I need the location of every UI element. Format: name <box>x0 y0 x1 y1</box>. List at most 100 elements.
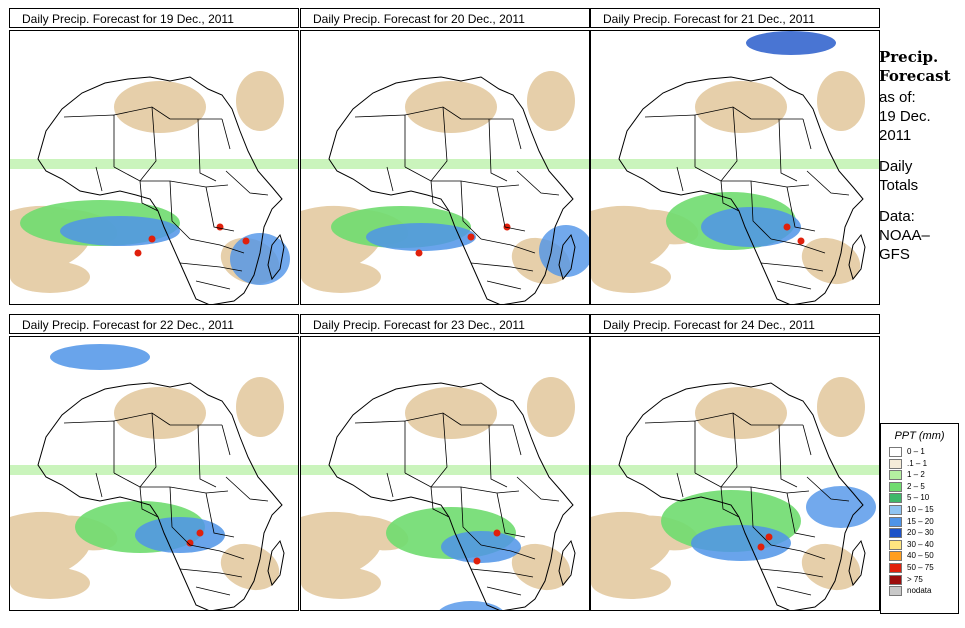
precip-band <box>746 31 836 55</box>
heavy-precip-spot <box>493 529 501 537</box>
panel-title: Daily Precip. Forecast for 22 Dec., 2011 <box>9 314 299 334</box>
heavy-precip-spot <box>467 233 475 241</box>
precip-map <box>9 30 299 305</box>
itcz-band <box>301 465 589 475</box>
country-border <box>778 424 798 488</box>
legend-swatch <box>889 504 902 515</box>
dry-area <box>405 387 497 439</box>
country-border <box>460 486 482 546</box>
country-border <box>516 476 560 502</box>
precip-band <box>691 525 791 561</box>
country-border <box>430 106 448 182</box>
country-border <box>720 486 740 518</box>
dry-area <box>114 81 206 133</box>
madagascar-coastline <box>558 539 576 587</box>
country-border <box>750 486 810 494</box>
dry-area <box>220 543 280 591</box>
legend-swatch <box>889 493 902 504</box>
country-border <box>750 180 772 240</box>
legend-item: 20 – 30 <box>881 527 958 539</box>
forecast-panel-24-dec: Daily Precip. Forecast for 24 Dec., 2011 <box>590 314 880 611</box>
country-border <box>802 118 812 150</box>
country-border <box>486 586 522 596</box>
madagascar-coastline <box>267 233 285 281</box>
country-border <box>460 180 520 188</box>
forecast-panel-20-dec: Daily Precip. Forecast for 20 Dec., 2011 <box>300 8 590 305</box>
country-border <box>205 186 235 232</box>
legend-label: 2 – 5 <box>907 481 925 491</box>
precip-band <box>701 207 801 247</box>
country-border <box>430 412 448 488</box>
africa-coastline <box>328 76 574 304</box>
legend-item: 15 – 20 <box>881 516 958 528</box>
country-border <box>778 118 798 182</box>
country-border <box>139 412 157 488</box>
dry-area <box>236 377 284 437</box>
dry-area <box>511 543 571 591</box>
country-border <box>189 238 245 254</box>
country-border <box>169 180 191 240</box>
data-model: GFS <box>879 246 910 263</box>
country-border <box>95 472 103 498</box>
country-border <box>225 170 269 196</box>
legend-swatch <box>889 458 902 469</box>
legend-label: 0 – 1 <box>907 447 925 456</box>
country-border <box>806 170 850 196</box>
madagascar-coastline <box>267 539 285 587</box>
data-source: NOAA– <box>879 227 930 244</box>
legend: PPT (mm) 0 – 1 .1 – 1 1 – 2 2 – 5 5 – 10… <box>880 423 959 614</box>
country-border <box>195 280 231 290</box>
country-border <box>512 118 522 150</box>
country-border <box>470 568 534 578</box>
dry-area <box>10 261 90 293</box>
legend-title: PPT (mm) <box>894 430 945 442</box>
precip-band <box>539 225 589 277</box>
forecast-panel-22-dec: Daily Precip. Forecast for 22 Dec., 2011 <box>9 314 299 611</box>
dry-area <box>527 377 575 437</box>
country-border <box>806 476 850 502</box>
precip-band <box>230 233 290 285</box>
panel-title: Daily Precip. Forecast for 24 Dec., 2011 <box>590 314 880 334</box>
country-border <box>480 544 536 560</box>
legend-item: .1 – 1 <box>881 458 958 470</box>
legend-label: > 75 <box>907 574 923 584</box>
legend-item: 10 – 15 <box>881 504 958 516</box>
country-border <box>776 280 812 290</box>
madagascar-coastline <box>848 539 866 587</box>
legend-swatch <box>889 539 902 550</box>
country-border <box>786 492 816 538</box>
legend-label: 15 – 20 <box>907 516 934 526</box>
legend-label: 10 – 15 <box>907 504 934 514</box>
heavy-precip-spot <box>797 237 805 245</box>
africa-coastline <box>618 382 864 610</box>
precip-band <box>366 223 476 251</box>
legend-label: nodata <box>907 586 932 596</box>
precip-map <box>300 336 590 611</box>
legend-item: 30 – 40 <box>881 539 958 551</box>
legend-label: 20 – 30 <box>907 528 934 538</box>
dry-area <box>527 71 575 131</box>
asof-date: 19 Dec. <box>879 108 931 125</box>
legend-swatch <box>889 562 902 573</box>
side-annotation: Precip. Forecast as of: 19 Dec. 2011 Dai… <box>879 48 965 264</box>
country-border <box>430 486 450 518</box>
country-border <box>770 238 826 254</box>
legend-item: 40 – 50 <box>881 550 958 562</box>
legend-item: nodata <box>881 585 958 597</box>
dry-area <box>817 71 865 131</box>
dry-area <box>801 543 861 591</box>
country-border <box>221 424 231 456</box>
country-border <box>225 476 269 502</box>
legend-item: 5 – 10 <box>881 492 958 504</box>
country-border <box>516 170 560 196</box>
country-border <box>750 486 772 546</box>
precip-map <box>590 336 880 611</box>
madagascar-coastline <box>558 233 576 281</box>
precip-band <box>439 601 503 610</box>
heading-line-2: Forecast <box>879 67 951 85</box>
panel-title: Daily Precip. Forecast for 20 Dec., 2011 <box>300 8 590 28</box>
country-border <box>470 262 534 272</box>
dry-area <box>10 567 90 599</box>
country-border <box>760 262 824 272</box>
precip-map <box>590 30 880 305</box>
